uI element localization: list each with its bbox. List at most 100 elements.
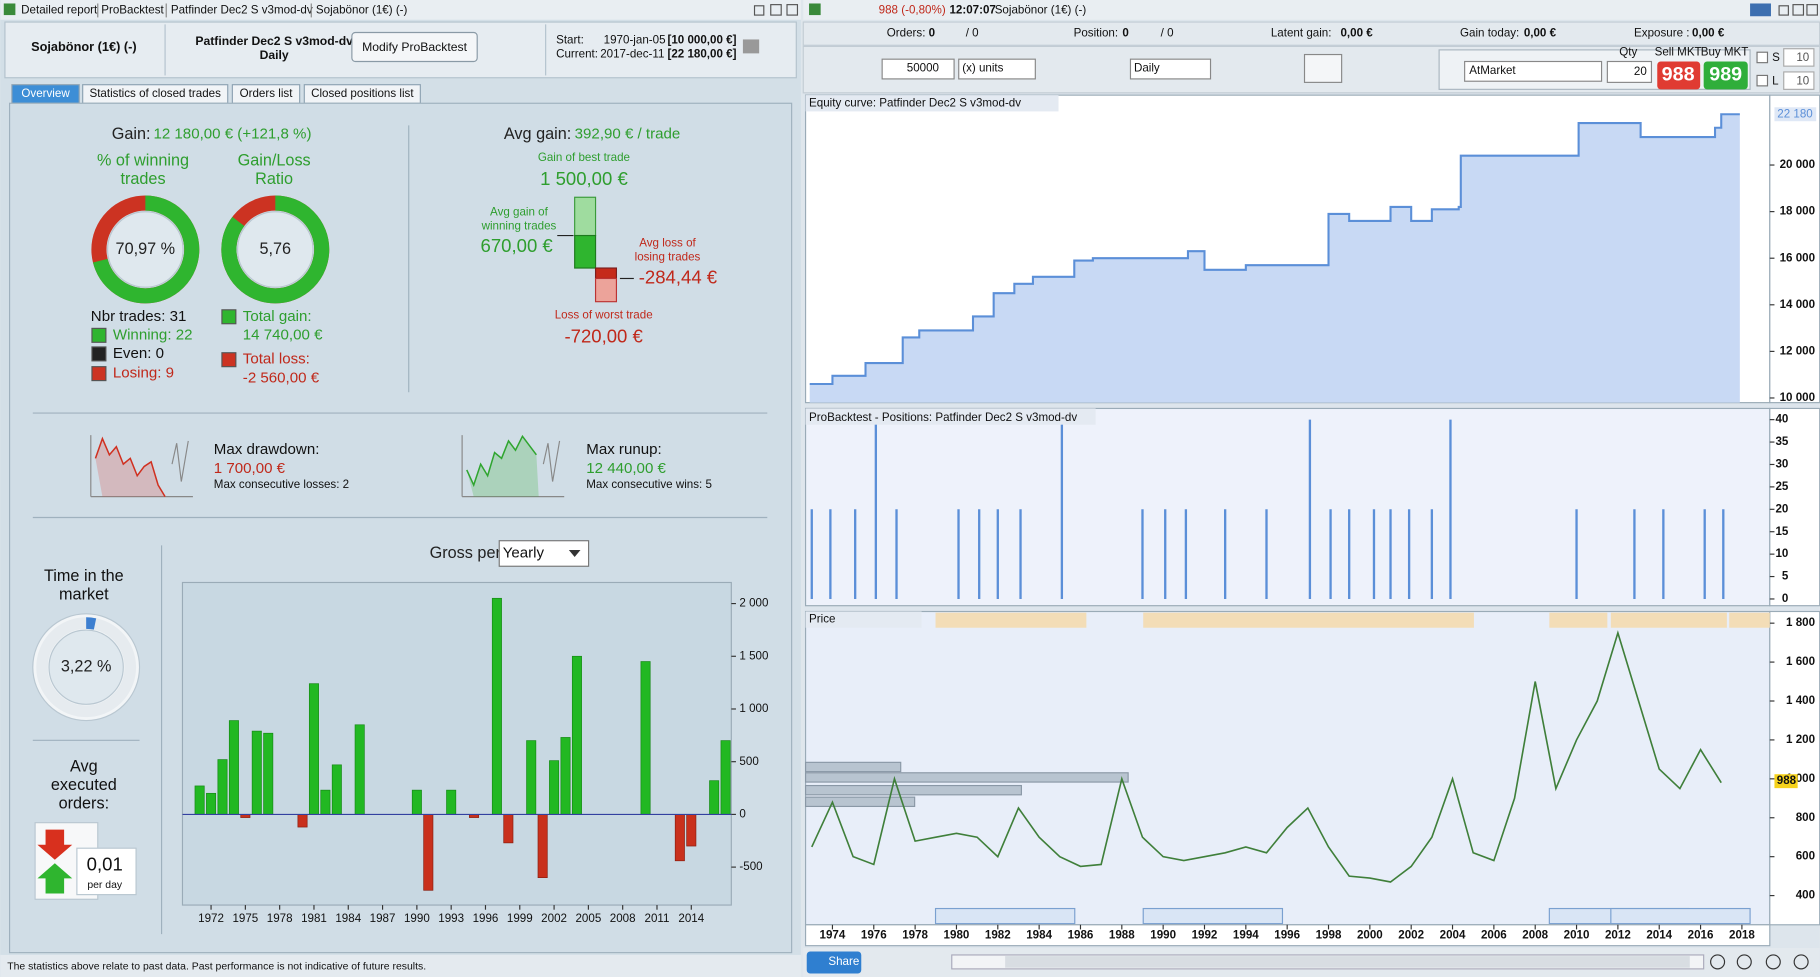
label: Max consecutive wins: 5	[586, 478, 712, 491]
label: Gain/Loss	[238, 152, 311, 170]
tab-label[interactable]: Closed positions list	[311, 87, 414, 100]
annotation-strip	[1610, 907, 1751, 925]
label[interactable]: (x) units	[962, 62, 1003, 75]
x-tick-label: 1996	[473, 912, 499, 925]
y-tick-label: 400	[1796, 889, 1815, 902]
period-value[interactable]: Yearly	[503, 544, 545, 561]
label: Ratio	[255, 170, 293, 188]
tab-label[interactable]: Orders list	[240, 87, 294, 100]
tab-label[interactable]: Statistics of closed trades	[89, 87, 221, 100]
checkbox[interactable]	[1756, 51, 1769, 64]
volume-profile	[804, 772, 1129, 783]
bar	[251, 730, 262, 815]
label: Time in the	[44, 567, 124, 585]
close-button[interactable]	[786, 4, 799, 16]
y-tick-label: 25	[1775, 480, 1788, 493]
window-title: Sojabönor (1€) (-)	[316, 4, 408, 17]
scroll-thumb[interactable]	[1005, 956, 1690, 968]
label[interactable]: 10	[1796, 74, 1809, 87]
label[interactable]: Share	[828, 955, 859, 968]
size-input[interactable]	[881, 58, 955, 80]
window-title: Sojabönor (1€) (-)	[995, 4, 1087, 17]
legend-square	[221, 309, 237, 325]
modify-button[interactable]	[351, 31, 478, 63]
x-tick-label: 2010	[1564, 928, 1590, 941]
label: 2017-dec-11	[600, 48, 664, 61]
units-select[interactable]	[958, 58, 1036, 80]
label: 12 180,00 € (+121,8 %)	[153, 126, 311, 143]
y-tick-label: 600	[1796, 850, 1815, 863]
print-icon[interactable]	[742, 39, 760, 54]
ratio-ring-inner	[237, 211, 314, 288]
bar	[423, 814, 434, 891]
maximize-button[interactable]	[1792, 4, 1805, 16]
label[interactable]: Daily	[1134, 62, 1160, 75]
bar	[686, 814, 697, 847]
down-arrow	[37, 829, 73, 860]
zoom-tool[interactable]	[1710, 954, 1726, 970]
modify-button-label[interactable]: Modify ProBacktest	[362, 40, 467, 54]
label[interactable]: 50000	[907, 62, 939, 75]
y-tick-label: 40	[1775, 413, 1788, 426]
app-icon	[3, 3, 16, 16]
buy-button[interactable]	[1703, 61, 1748, 90]
label[interactable]: AtMarket	[1469, 64, 1516, 77]
qty-input[interactable]	[1606, 60, 1653, 83]
label[interactable]: 989	[1709, 64, 1742, 86]
bar	[549, 760, 560, 815]
y-tick-label: 18 000	[1780, 205, 1815, 218]
label: Avg gain:	[504, 125, 571, 143]
thumb-gray	[542, 440, 561, 482]
label: Qty	[1619, 45, 1637, 58]
zoom-tool[interactable]	[1765, 954, 1781, 970]
label[interactable]: 10	[1796, 51, 1809, 64]
annotation-strip	[1610, 612, 1727, 628]
ring-value: 5,76	[259, 240, 291, 258]
y-tick-label: 20 000	[1780, 158, 1815, 171]
y-tick-label: 1 000	[739, 702, 768, 715]
last-value-badge	[1774, 107, 1817, 122]
sell-button[interactable]	[1657, 61, 1701, 90]
positions-panel	[804, 407, 1771, 607]
maximize-button[interactable]	[770, 4, 782, 16]
indicator-button[interactable]	[1303, 53, 1343, 83]
label: S	[1772, 51, 1780, 64]
y-tick-label: 12 000	[1780, 344, 1815, 357]
label: Avg loss of	[639, 237, 696, 250]
bar	[526, 740, 537, 815]
minimize-button[interactable]	[1778, 5, 1789, 16]
panel-title-bar	[805, 408, 1096, 425]
close-button[interactable]	[1806, 4, 1818, 16]
timeframe-select[interactable]	[1129, 58, 1212, 80]
x-tick-label: 1992	[1192, 928, 1218, 941]
zoom-tool[interactable]	[1793, 954, 1809, 970]
label: Max runup:	[586, 441, 661, 458]
thumb-line	[466, 434, 537, 488]
bar	[411, 789, 422, 815]
annotation-strip	[935, 612, 1087, 628]
y-tick-label: 15	[1775, 525, 1788, 538]
ring-value: 3,22 %	[61, 657, 112, 675]
tab-label[interactable]: Overview	[21, 87, 70, 100]
label: 12 440,00 €	[586, 460, 666, 477]
y-tick-label: 2 000	[739, 597, 768, 610]
s-input[interactable]	[1783, 48, 1815, 67]
app-icon	[809, 3, 821, 16]
minimize-button[interactable]	[753, 5, 765, 16]
bar	[640, 661, 651, 815]
keyboard-button[interactable]	[1750, 3, 1771, 17]
x-tick-label: 1981	[301, 912, 327, 925]
checkbox[interactable]	[1756, 74, 1769, 87]
zoom-tool[interactable]	[1736, 954, 1752, 970]
bar	[537, 814, 548, 878]
label[interactable]: 20	[1634, 65, 1647, 78]
bar	[263, 732, 274, 815]
label: per day	[87, 880, 123, 891]
status-bar	[0, 954, 801, 977]
label[interactable]: 988	[1662, 64, 1695, 86]
x-tick-label: 1978	[267, 912, 293, 925]
share-button[interactable]	[806, 951, 862, 974]
order-type-select[interactable]	[1464, 60, 1603, 82]
clock: 12:07:07	[949, 4, 995, 17]
l-input[interactable]	[1783, 71, 1815, 90]
